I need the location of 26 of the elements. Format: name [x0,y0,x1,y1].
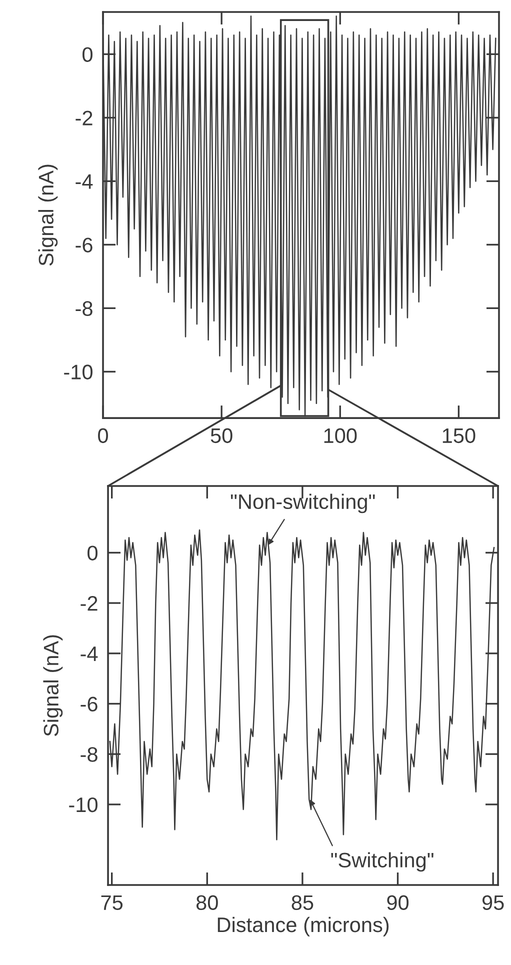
y-tick-label: -4 [80,646,98,661]
x-tick-label: 50 [210,428,232,444]
y-tick-label: 0 [88,546,98,560]
x-tick-label: 80 [196,895,218,910]
y-tick-label: -2 [76,110,92,126]
y-tick-label: 0 [82,47,92,62]
annotation: "Non-switching" [230,494,375,514]
y-tick-label: -8 [80,747,98,762]
y-axis-title: Signal (nA) [43,635,63,736]
x-tick-label: 75 [101,895,123,910]
y-tick-label: -8 [76,301,92,316]
y-tick-label: -6 [76,238,92,252]
x-tick-label: 0 [98,428,108,444]
x-tick-label: 100 [324,428,357,444]
x-axis-title: Distance (microns) [218,916,389,936]
y-tick-label: -6 [80,696,98,712]
y-axis-title: Signal (nA) [38,164,58,266]
x-tick-label: 90 [387,895,409,910]
y-tick-label: -4 [76,174,93,189]
x-tick-label: 95 [482,895,504,910]
y-tick-label: -2 [80,596,98,611]
y-tick-label: -10 [64,364,92,380]
x-tick-label: 85 [292,895,314,910]
x-tick-label: 150 [442,428,476,444]
y-tick-label: -10 [69,797,98,812]
annotation: "Switching" [331,852,434,872]
